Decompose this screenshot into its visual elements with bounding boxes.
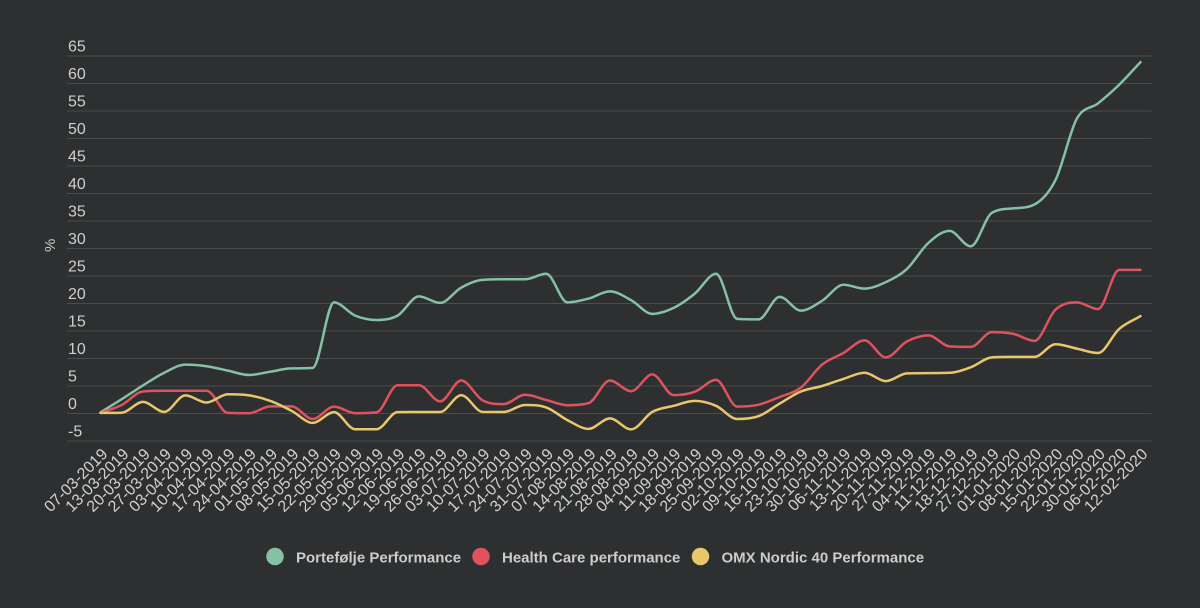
svg-text:65: 65 — [68, 39, 86, 56]
svg-text:10: 10 — [68, 341, 86, 358]
svg-text:30: 30 — [68, 231, 86, 248]
svg-text:25: 25 — [68, 259, 86, 276]
svg-text:Health Care performance: Health Care performance — [502, 550, 680, 567]
svg-text:55: 55 — [68, 94, 86, 111]
svg-text:20: 20 — [68, 286, 86, 303]
svg-text:60: 60 — [68, 66, 86, 83]
svg-text:35: 35 — [68, 204, 86, 221]
svg-text:%: % — [42, 239, 59, 252]
svg-text:15: 15 — [68, 314, 86, 331]
svg-text:40: 40 — [68, 176, 86, 193]
svg-text:Portefølje Performance: Portefølje Performance — [296, 550, 461, 567]
svg-text:5: 5 — [68, 369, 77, 386]
svg-text:45: 45 — [68, 149, 86, 166]
svg-text:-5: -5 — [68, 424, 82, 441]
svg-text:0: 0 — [68, 396, 77, 413]
svg-text:OMX Nordic 40 Performance: OMX Nordic 40 Performance — [722, 550, 925, 567]
svg-text:50: 50 — [68, 121, 86, 138]
